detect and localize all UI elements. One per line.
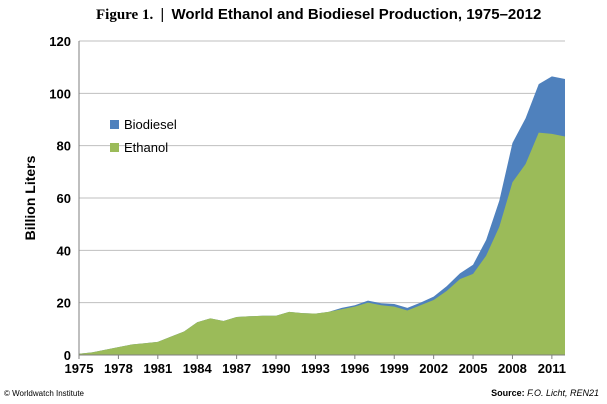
x-tick-label: 1987 bbox=[222, 361, 251, 376]
figure-number: Figure 1. bbox=[96, 7, 154, 23]
x-tick-label: 2011 bbox=[538, 361, 566, 376]
title-text: World Ethanol and Biodiesel Production, … bbox=[171, 6, 542, 23]
x-tick-label: 1984 bbox=[183, 361, 213, 376]
x-tick-label: 1975 bbox=[65, 361, 94, 376]
legend-label-ethanol: Ethanol bbox=[124, 140, 168, 155]
x-tick-label: 2008 bbox=[498, 361, 527, 376]
y-tick-label: 0 bbox=[64, 348, 71, 363]
y-tick-label: 80 bbox=[57, 139, 71, 154]
legend-label-biodiesel: Biodiesel bbox=[124, 117, 177, 132]
source-note: Source: F.O. Licht, REN21 bbox=[491, 388, 599, 398]
y-tick-label: 100 bbox=[49, 86, 71, 101]
credit-text: © Worldwatch Institute bbox=[4, 389, 84, 398]
legend-swatch-ethanol bbox=[110, 143, 119, 152]
y-axis-title: Billion Liters bbox=[22, 155, 38, 240]
x-tick-label: 1999 bbox=[380, 361, 409, 376]
x-tick-label: 1981 bbox=[143, 361, 172, 376]
x-tick-label: 1993 bbox=[301, 361, 330, 376]
x-tick-label: 2005 bbox=[459, 361, 488, 376]
y-tick-label: 60 bbox=[57, 191, 71, 206]
x-tick-label: 1978 bbox=[104, 361, 133, 376]
y-tick-label: 120 bbox=[49, 34, 71, 49]
area-chart: 0 20 40 60 80 100 120 1975 1978 1981 1984 1987 1990 1… bbox=[22, 34, 566, 376]
legend-swatch-biodiesel bbox=[110, 120, 119, 129]
y-tick-label: 40 bbox=[57, 243, 71, 258]
chart-title: Figure 1. | World Ethanol and Biodiesel … bbox=[96, 6, 596, 24]
x-tick-label: 1996 bbox=[340, 361, 369, 376]
source-label: Source: bbox=[491, 388, 525, 398]
title-separator: | bbox=[160, 6, 165, 23]
y-tick-label: 20 bbox=[57, 296, 71, 311]
area-ethanol bbox=[79, 132, 565, 355]
x-tick-label: 1990 bbox=[262, 361, 291, 376]
source-text: F.O. Licht, REN21 bbox=[527, 388, 599, 398]
x-tick-label: 2002 bbox=[419, 361, 448, 376]
